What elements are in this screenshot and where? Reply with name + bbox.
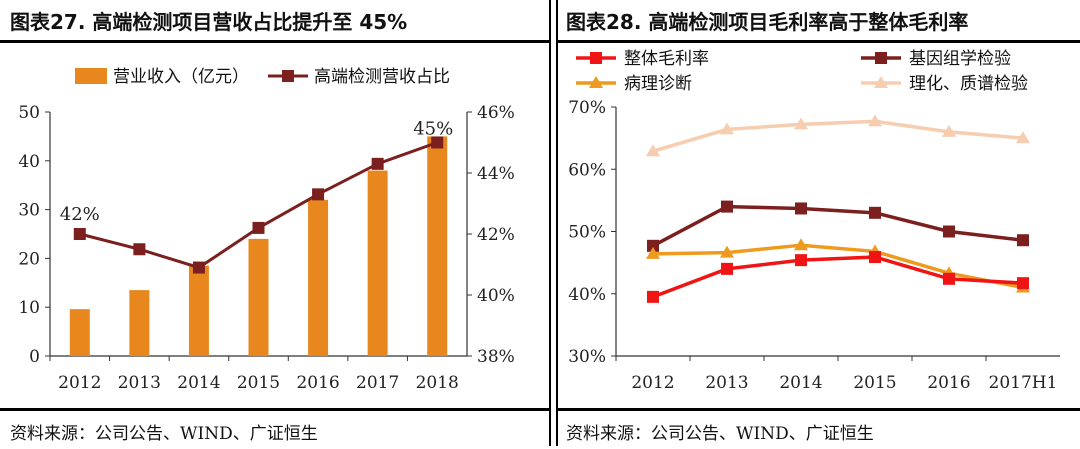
- revenue-bar: [248, 238, 269, 356]
- legend-label: 病理诊断: [624, 74, 692, 94]
- series-marker: [794, 117, 808, 130]
- revenue-bar: [69, 309, 90, 356]
- left-footer: 资料来源：公司公告、WIND、广证恒生: [0, 408, 550, 449]
- x-tick-label: 2013: [705, 373, 748, 393]
- x-tick-label: 2013: [118, 373, 161, 393]
- y-tick-label: 40: [18, 152, 40, 172]
- revenue-bar: [188, 265, 209, 356]
- series-marker: [647, 290, 659, 303]
- legend-label: 基因组学检验: [909, 49, 1011, 69]
- share-marker: [192, 261, 205, 274]
- y2-tick-label: 42%: [477, 225, 515, 245]
- y2-tick-label: 40%: [477, 286, 515, 306]
- series-line: [652, 119, 1024, 153]
- revenue-bar: [129, 290, 150, 356]
- series-marker: [720, 122, 734, 135]
- legend-line-label: 高端检测营收占比: [314, 67, 450, 87]
- x-tick-label: 2015: [853, 373, 896, 393]
- y-tick-label: 0: [29, 347, 40, 367]
- legend-swatch-marker: [875, 52, 887, 64]
- series-marker: [942, 124, 956, 137]
- series-marker: [943, 225, 955, 238]
- x-tick-label: 2012: [631, 373, 674, 393]
- series-marker: [1017, 234, 1029, 247]
- right-chart-title: 图表28. 高端检测项目毛利率高于整体毛利率: [566, 10, 969, 34]
- annotation-first: 42%: [60, 204, 100, 225]
- annotation-last: 45%: [413, 119, 453, 140]
- left-chart-svg: 0 10 20 30 40 50 38% 40% 42% 44% 46% 2012 2013 2014 20…: [18, 67, 515, 393]
- series-marker: [720, 245, 734, 258]
- left-source-note: 资料来源：公司公告、WIND、广证恒生: [10, 424, 318, 444]
- legend-line-marker: [282, 70, 294, 82]
- left-title-bar: 图表27. 高端检测项目营收占比提升至 45%: [0, 0, 550, 43]
- share-marker: [73, 228, 86, 240]
- x-tick-label: 2018: [416, 373, 459, 393]
- series-marker: [646, 246, 660, 259]
- legend-swatch-marker: [589, 76, 603, 88]
- series-marker: [869, 206, 881, 219]
- right-source-note: 资料来源：公司公告、WIND、广证恒生: [566, 424, 874, 444]
- y2-tick-label: 46%: [477, 103, 515, 123]
- series-marker: [721, 262, 733, 275]
- y-tick-label: 60%: [568, 160, 606, 180]
- series-marker: [647, 239, 659, 252]
- panel-divider-right: [556, 0, 558, 446]
- x-tick-label: 2014: [177, 373, 220, 393]
- panel-divider-left: [549, 0, 551, 446]
- legend-swatch-marker: [874, 76, 888, 88]
- y-tick-label: 40%: [568, 285, 606, 305]
- series-marker: [868, 114, 882, 127]
- series-marker: [795, 202, 807, 215]
- share-marker: [371, 157, 384, 170]
- series-marker: [795, 254, 807, 267]
- y-tick-label: 30: [18, 201, 40, 221]
- panel-gap: [550, 0, 556, 446]
- y2-tick-label: 44%: [477, 164, 515, 184]
- share-marker: [252, 221, 265, 234]
- series-marker: [869, 251, 881, 264]
- left-chart-title: 图表27. 高端检测项目营收占比提升至 45%: [10, 10, 408, 34]
- series-marker: [721, 200, 733, 213]
- revenue-bar: [367, 170, 388, 356]
- series-marker: [794, 238, 808, 251]
- y-tick-label: 50%: [568, 223, 606, 243]
- series-marker: [646, 144, 660, 157]
- series-marker: [1016, 131, 1030, 144]
- y-tick-label: 70%: [568, 98, 606, 118]
- legend-bar-swatch: [75, 68, 107, 84]
- left-chart-panel: 图表27. 高端检测项目营收占比提升至 45% 0 10 20 30 40 50 38% 40…: [0, 0, 550, 449]
- revenue-bar: [308, 199, 329, 356]
- right-footer: 资料来源：公司公告、WIND、广证恒生: [556, 408, 1080, 449]
- y-tick-label: 10: [18, 298, 40, 318]
- right-title-bar: 图表28. 高端检测项目毛利率高于整体毛利率: [556, 0, 1080, 43]
- x-tick-label: 2016: [296, 373, 339, 393]
- share-marker: [312, 188, 325, 201]
- legend-bar-label: 营业收入（亿元）: [113, 67, 249, 87]
- x-tick-label: 2014: [779, 373, 822, 393]
- x-tick-label: 2016: [927, 373, 970, 393]
- series-line: [652, 243, 1024, 290]
- series-line: [652, 255, 1024, 299]
- y-tick-label: 50: [18, 103, 40, 123]
- x-tick-label: 2012: [58, 373, 101, 393]
- y-tick-label: 30%: [568, 347, 606, 367]
- right-chart-svg: 30% 40% 50% 60% 70% 2012 2013 2014 2015 2016 2017H…: [568, 49, 1060, 393]
- revenue-bar: [427, 136, 448, 356]
- legend-label: 理化、质谱检验: [909, 74, 1028, 94]
- legend-label: 整体毛利率: [624, 49, 709, 69]
- series-marker: [1017, 277, 1029, 290]
- x-tick-label: 2015: [237, 373, 280, 393]
- series-marker: [943, 272, 955, 285]
- series-line: [652, 204, 1024, 248]
- legend-swatch-marker: [590, 52, 602, 64]
- x-tick-label: 2017: [356, 373, 399, 393]
- share-marker: [431, 136, 444, 149]
- y-tick-label: 20: [18, 249, 40, 269]
- right-chart-panel: 图表28. 高端检测项目毛利率高于整体毛利率 30% 40% 50% 60% 70% 20…: [556, 0, 1080, 446]
- y2-tick-label: 38%: [477, 347, 515, 367]
- share-marker: [133, 243, 146, 256]
- x-tick-label: 2017H1: [989, 373, 1058, 393]
